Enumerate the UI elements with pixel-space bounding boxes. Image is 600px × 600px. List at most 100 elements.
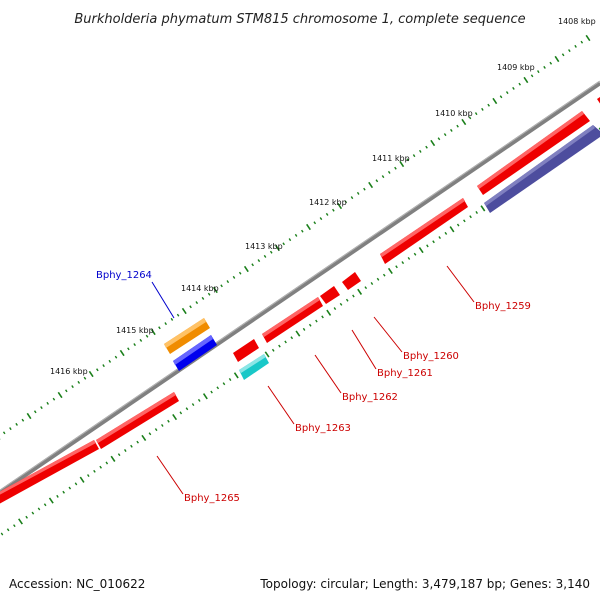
minor-tick [413, 252, 417, 256]
minor-tick [77, 380, 81, 384]
accession-text: Accession: NC_010622 [9, 577, 146, 591]
gene-bphy-1262[interactable] [262, 297, 323, 343]
minor-tick [222, 382, 226, 386]
minor-tick [117, 453, 121, 457]
major-tick [449, 226, 455, 233]
minor-tick [345, 298, 349, 302]
minor-tick [363, 187, 366, 191]
minor-tick [394, 166, 397, 170]
major-tick [554, 55, 560, 63]
minor-tick [308, 323, 312, 327]
gene-label-bphy-1261[interactable]: Bphy_1261 [377, 368, 433, 379]
leader-bphy-1265 [156, 455, 184, 495]
minor-tick [43, 503, 47, 507]
minor-tick [83, 376, 87, 380]
major-tick [26, 412, 32, 420]
gene-label-bphy-1259[interactable]: Bphy_1259 [475, 301, 531, 312]
kbp-label: 1413 kbp [245, 242, 283, 251]
minor-tick [319, 217, 323, 221]
minor-tick [412, 154, 416, 158]
minor-tick [333, 307, 337, 310]
gene-red-small[interactable] [233, 339, 259, 362]
minor-tick [432, 240, 435, 244]
minor-tick [108, 359, 112, 363]
chromosome-backbone [0, 81, 600, 495]
minor-tick [96, 368, 99, 372]
gene-label-bphy-1265[interactable]: Bphy_1265 [184, 493, 240, 504]
minor-tick [176, 313, 180, 317]
minor-tick [407, 257, 411, 260]
minor-tick [99, 465, 102, 469]
gene-blue[interactable] [173, 335, 217, 371]
major-tick [110, 455, 116, 462]
minor-tick [74, 482, 78, 486]
minor-tick [401, 261, 405, 265]
minor-tick [574, 44, 577, 48]
minor-tick [257, 259, 261, 263]
gene-label-bphy-1262[interactable]: Bphy_1262 [342, 392, 398, 403]
major-tick [387, 267, 393, 275]
minor-tick [46, 401, 49, 405]
minor-tick [15, 422, 18, 426]
major-tick [202, 393, 208, 400]
minor-tick [6, 528, 10, 532]
minor-tick [475, 211, 478, 214]
leader-bphy-1264 [151, 281, 175, 319]
gene-forward-1259[interactable] [597, 97, 600, 105]
gene-label-bphy-1263[interactable]: Bphy_1263 [295, 423, 351, 434]
major-tick [480, 205, 486, 212]
minor-tick [339, 302, 343, 306]
kbp-label: 1415 kbp [116, 326, 154, 335]
gene-red-left[interactable] [0, 440, 99, 509]
minor-tick [0, 532, 4, 536]
minor-tick [406, 158, 410, 162]
minor-tick [284, 340, 287, 344]
gene-bphy-1262-top [262, 297, 320, 337]
minor-tick [344, 200, 348, 204]
gene-bphy-1263[interactable] [239, 354, 269, 380]
minor-tick [290, 336, 294, 340]
major-tick [264, 351, 270, 358]
major-tick [492, 97, 498, 105]
minor-tick [185, 407, 189, 411]
minor-tick [133, 343, 136, 347]
minor-tick [549, 61, 553, 65]
minor-tick [52, 397, 56, 401]
minor-tick [387, 170, 391, 174]
minor-tick [33, 410, 37, 414]
minor-tick [65, 389, 68, 393]
major-tick [150, 328, 156, 336]
minor-tick [251, 263, 254, 267]
minor-tick [2, 431, 6, 435]
gene-label-bphy-1264[interactable]: Bphy_1264 [96, 270, 152, 281]
minor-tick [530, 74, 534, 78]
kbp-label: 1408 kbp [558, 17, 596, 26]
gene-bphy-1259-upper[interactable] [477, 111, 590, 195]
gene-bphy-1260[interactable] [342, 272, 361, 290]
minor-tick [179, 411, 183, 415]
gene-bphy-1264[interactable] [164, 318, 210, 354]
major-tick [275, 244, 280, 252]
gene-bphy-1259[interactable] [380, 198, 468, 264]
minor-tick [444, 231, 448, 235]
gene-slate[interactable] [484, 125, 600, 213]
gene-slate-top [484, 125, 595, 206]
major-tick [430, 139, 436, 147]
gene-bphy-1261[interactable] [320, 286, 340, 304]
minor-tick [375, 179, 379, 183]
gene-blue-top [173, 335, 213, 365]
minor-tick [568, 49, 571, 53]
minor-tick [313, 221, 317, 225]
leader-bphy-1260 [373, 316, 403, 353]
minor-tick [40, 406, 43, 410]
minor-tick [325, 212, 329, 216]
minor-tick [164, 322, 167, 326]
gene-label-bphy-1260[interactable]: Bphy_1260 [403, 351, 459, 362]
minor-tick [437, 137, 441, 141]
minor-tick [271, 348, 275, 352]
gene-bphy-1265[interactable] [96, 392, 179, 449]
major-tick [119, 349, 125, 357]
minor-tick [170, 317, 174, 321]
major-tick [88, 370, 94, 378]
